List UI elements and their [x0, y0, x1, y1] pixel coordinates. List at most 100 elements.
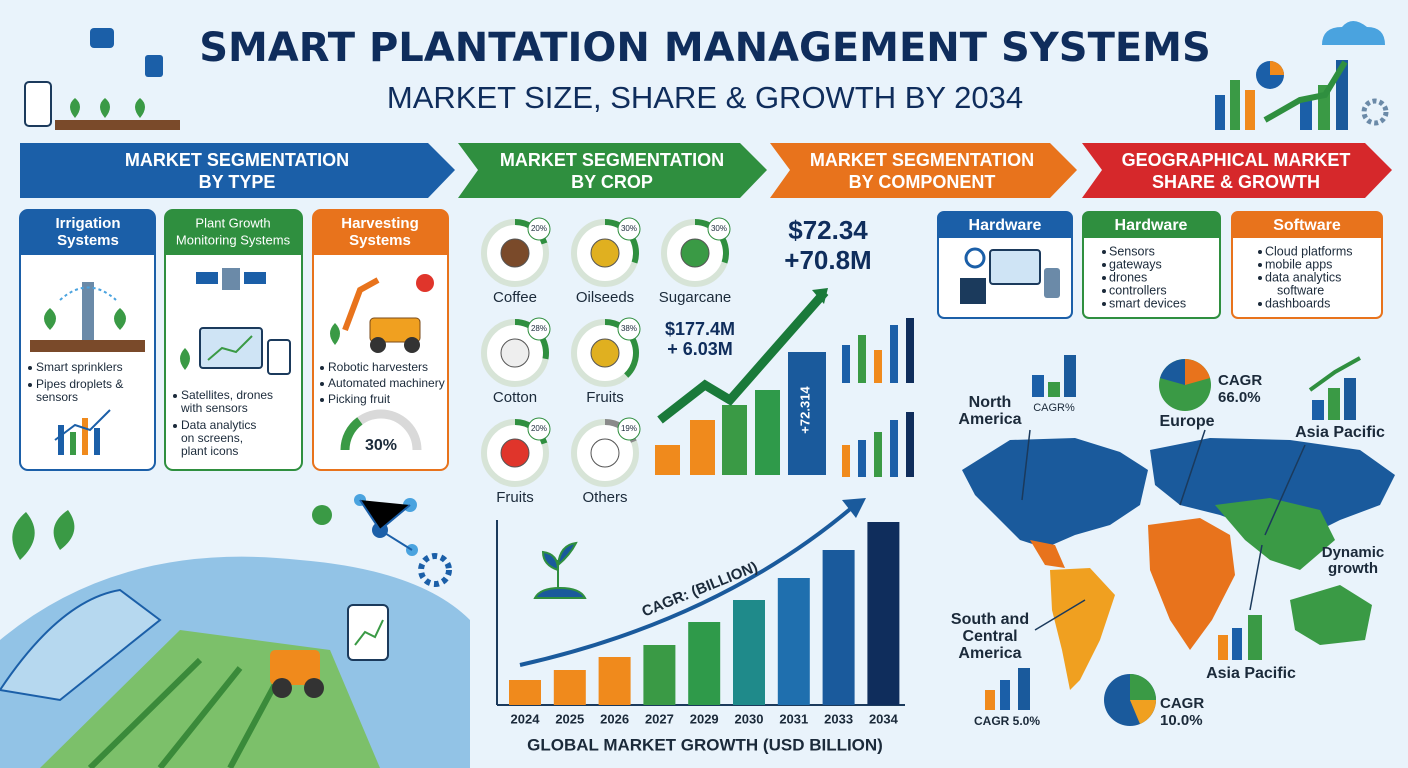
bullet-dot — [1102, 276, 1106, 280]
region-cagr: CAGR — [1160, 695, 1204, 712]
crop-name: Cotton — [493, 389, 537, 406]
bullet-text: Robotic harvesters — [328, 360, 428, 374]
region-label: Central — [962, 628, 1017, 645]
bullet-dot — [1102, 302, 1106, 306]
bullet-dot — [1102, 289, 1106, 293]
crop-name: Sugarcane — [659, 289, 732, 306]
bullet-text: dashboards — [1265, 296, 1330, 310]
crop-name: Oilseeds — [576, 289, 634, 306]
year-label: 2031 — [779, 711, 808, 726]
bullet-text: data analytics — [1265, 270, 1341, 284]
card-header — [1232, 212, 1382, 238]
growth-bar — [777, 578, 810, 705]
bullet-text: Data analytics — [181, 418, 256, 432]
bullet-dot — [320, 398, 324, 402]
region-label: America — [958, 411, 1021, 428]
bullet-dot — [320, 382, 324, 386]
bullet-text: on screens, — [181, 431, 243, 445]
bullet-dot — [173, 424, 177, 428]
card-title: Systems — [57, 232, 119, 249]
component-title: Hardware — [969, 217, 1042, 234]
banner-text: SHARE & GROWTH — [1152, 172, 1320, 192]
trend-arrow-head — [842, 498, 866, 518]
bullet-dot — [1102, 250, 1106, 254]
stat-main-growth: +70.8M — [784, 245, 871, 275]
region-cagr: CAGR% — [1033, 402, 1075, 414]
region-note: growth — [1328, 560, 1378, 577]
region-cagr: CAGR — [1218, 372, 1262, 389]
bullet-dot — [1258, 302, 1262, 306]
crop-share-arc — [604, 319, 639, 378]
crop-share-label: 20% — [531, 224, 547, 233]
region-label: South and — [951, 611, 1029, 628]
crop-badge — [617, 317, 641, 341]
growth-bar — [688, 622, 721, 705]
growth-bar — [509, 680, 541, 705]
banner-shape — [1082, 143, 1392, 198]
crop-share-label: 30% — [621, 224, 637, 233]
growth-bar — [553, 670, 586, 705]
component-title: Hardware — [1115, 217, 1188, 234]
banner-text: MARKET SEGMENTATION — [125, 150, 349, 170]
card-title: Plant Growth — [195, 215, 270, 230]
crop-share-label: 20% — [531, 424, 547, 433]
world-map — [962, 355, 1395, 726]
card-header — [938, 212, 1072, 238]
crop-name: Coffee — [493, 289, 537, 306]
region-cagr: 10.0% — [1160, 712, 1203, 729]
bullet-dot — [1258, 250, 1262, 254]
region-label: Asia Pacific — [1206, 665, 1296, 682]
crop-share-label: 19% — [621, 424, 637, 433]
banner-text: BY CROP — [571, 172, 653, 192]
bar-label: +72.314 — [797, 386, 812, 434]
bullet-text: controllers — [1109, 283, 1167, 297]
title: SMART PLANTATION MANAGEMENT SYSTEMS — [199, 25, 1211, 71]
crop-icon — [500, 438, 530, 468]
crop-share-label: 30% — [711, 224, 727, 233]
stat-main: $72.34 — [788, 215, 868, 245]
bullet-text: Picking fruit — [328, 392, 391, 406]
banner-text: BY TYPE — [199, 172, 276, 192]
crop-name: Fruits — [586, 389, 624, 406]
card-header — [20, 210, 155, 255]
banner-text: GEOGRAPHICAL MARKET — [1122, 150, 1351, 170]
top-left-icon — [24, 28, 180, 130]
growth-bar — [733, 600, 765, 705]
sprout-icon — [533, 541, 587, 599]
card-title: Irrigation — [55, 215, 120, 232]
card-title: Harvesting — [341, 215, 419, 232]
region-label: Europe — [1159, 413, 1214, 430]
card-title: Monitoring Systems — [176, 232, 291, 247]
bullet-dot — [28, 383, 32, 387]
bullet-text: Satellites, drones — [181, 388, 273, 402]
year-label: 2027 — [645, 711, 674, 726]
year-label: 2033 — [824, 711, 853, 726]
crop-name: Others — [582, 489, 627, 506]
crop-name: Fruits — [496, 489, 534, 506]
growth-title: GLOBAL MARKET GROWTH (USD BILLION) — [527, 735, 883, 754]
bullet-text: gateways — [1109, 257, 1162, 271]
crop-badge — [707, 217, 731, 241]
bullet-text: drones — [1109, 270, 1147, 284]
card-header — [313, 210, 448, 255]
crop-icon — [500, 238, 530, 268]
year-label: 2034 — [869, 711, 899, 726]
bullet-text: Pipes droplets & — [36, 377, 123, 391]
crop-icon — [590, 438, 620, 468]
crop-badge — [527, 417, 551, 441]
crop-share-label: 28% — [531, 324, 547, 333]
banner-text: BY COMPONENT — [849, 172, 996, 192]
bullet-dot — [28, 366, 32, 370]
bullet-text: smart devices — [1109, 296, 1186, 310]
year-label: 2025 — [555, 711, 584, 726]
hardware-icon — [960, 247, 1060, 304]
region-cagr: CAGR 5.0% — [974, 714, 1040, 728]
subtitle: MARKET SIZE, SHARE & GROWTH BY 2034 — [387, 80, 1023, 115]
year-label: 2029 — [690, 711, 719, 726]
stat-second-growth: + 6.03M — [667, 339, 733, 359]
crop-icon — [590, 338, 620, 368]
crop-badge — [527, 217, 551, 241]
year-label: 2026 — [600, 711, 629, 726]
